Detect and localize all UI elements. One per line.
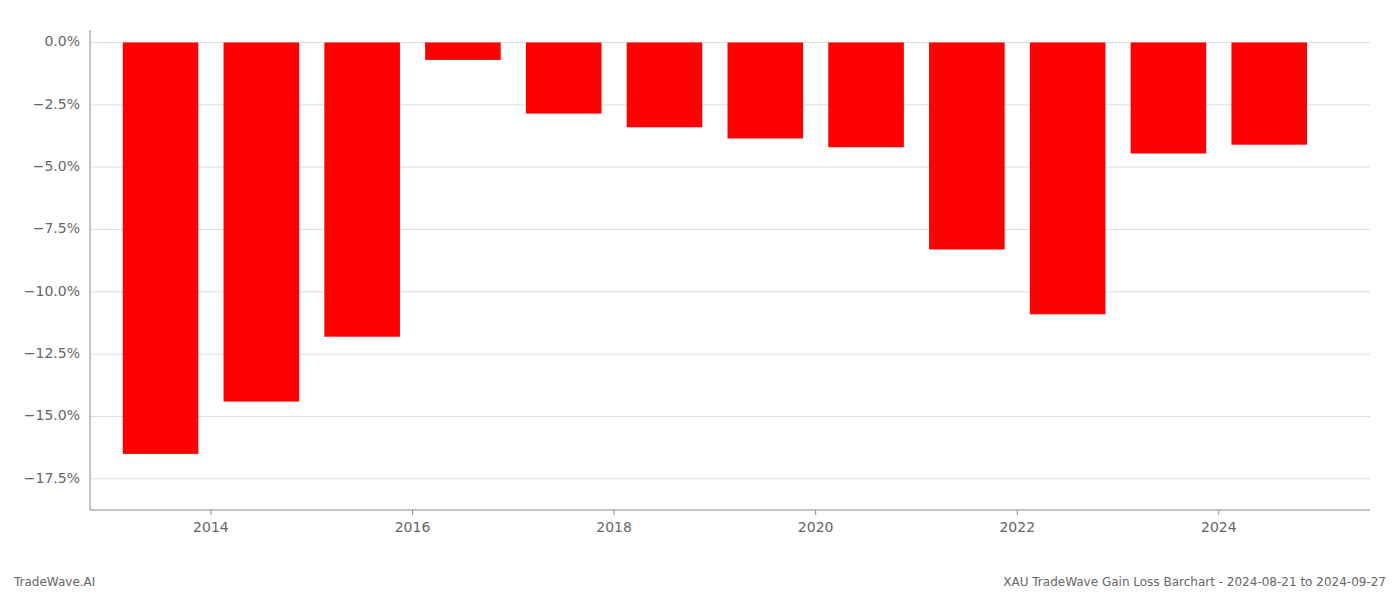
bar xyxy=(324,42,400,336)
x-tick-label: 2016 xyxy=(395,519,431,535)
bar xyxy=(1131,42,1207,153)
bar xyxy=(224,42,300,401)
bar xyxy=(123,42,199,453)
chart: 0.0% −2.5% −5.0% −7.5% −10.0% −12.5% −15.0% −17… xyxy=(0,0,1400,600)
y-tick-label: −7.5% xyxy=(33,220,80,236)
grid xyxy=(90,42,1370,478)
y-tick-label: −17.5% xyxy=(24,470,80,486)
chart-container: 0.0% −2.5% −5.0% −7.5% −10.0% −12.5% −15.0% −17… xyxy=(0,0,1400,600)
y-tick-label: −15.0% xyxy=(24,407,80,423)
bar xyxy=(526,42,602,113)
bar xyxy=(1030,42,1106,314)
y-tick-label: 0.0% xyxy=(44,33,80,49)
footer-right: XAU TradeWave Gain Loss Barchart - 2024-… xyxy=(1003,575,1386,589)
bar xyxy=(828,42,904,147)
footer-left: TradeWave.AI xyxy=(13,575,95,589)
y-tick-label: −10.0% xyxy=(24,283,80,299)
x-tick xyxy=(412,510,413,515)
x-tick-label: 2020 xyxy=(798,519,834,535)
bars xyxy=(123,42,1307,453)
bar xyxy=(727,42,803,138)
x-tick-label: 2022 xyxy=(999,519,1035,535)
x-tick xyxy=(614,510,615,515)
y-axis-line xyxy=(90,30,91,510)
x-axis-line xyxy=(90,510,1370,511)
x-tick xyxy=(210,510,211,515)
x-tick-label: 2018 xyxy=(596,519,632,535)
bar xyxy=(929,42,1005,249)
x-tick xyxy=(1218,510,1219,515)
y-tick-label: −12.5% xyxy=(24,345,80,361)
x-tick xyxy=(815,510,816,515)
x-tick xyxy=(1017,510,1018,515)
grid-line xyxy=(90,478,1370,479)
x-tick-label: 2014 xyxy=(193,519,229,535)
bar xyxy=(627,42,703,127)
x-tick-label: 2024 xyxy=(1201,519,1237,535)
y-tick-label: −5.0% xyxy=(33,158,80,174)
y-tick-label: −2.5% xyxy=(33,96,80,112)
bar xyxy=(1231,42,1307,144)
grid-line xyxy=(90,416,1370,417)
bar xyxy=(425,42,501,59)
